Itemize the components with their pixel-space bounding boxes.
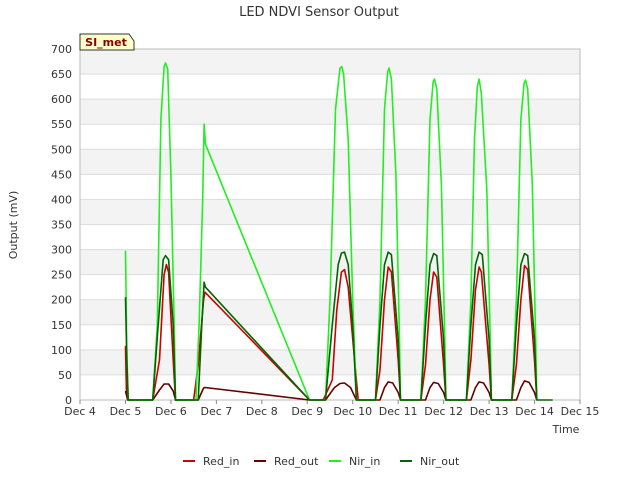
site-badge-label: SI_met (85, 36, 127, 49)
grid-band (80, 249, 580, 275)
x-tick-label: Dec 15 (561, 405, 600, 418)
y-tick-label: 200 (51, 294, 72, 307)
x-tick-label: Dec 10 (333, 405, 372, 418)
x-tick-label: Dec 11 (379, 405, 418, 418)
y-tick-label: 0 (65, 394, 72, 407)
x-tick-label: Dec 13 (470, 405, 509, 418)
y-tick-label: 650 (51, 68, 72, 81)
legend-label: Nir_in (349, 455, 380, 468)
legend-label: Red_out (274, 455, 319, 468)
legend: Red_in Red_out Nir_in Nir_out (183, 455, 460, 468)
x-tick-label: Dec 8 (246, 405, 278, 418)
series-line-nir-out (124, 251, 553, 401)
site-badge: SI_met (79, 33, 135, 51)
y-tick-label: 450 (51, 168, 72, 181)
x-tick-label: Dec 6 (155, 405, 187, 418)
x-tick-label: Dec 5 (110, 405, 142, 418)
y-tick-label: 100 (51, 344, 72, 357)
y-tick-label: 150 (51, 319, 72, 332)
y-tick-label: 350 (51, 219, 72, 232)
y-tick-label: 400 (51, 193, 72, 206)
grid-band (80, 49, 580, 75)
x-tick-label: Dec 4 (64, 405, 96, 418)
y-tick-label: 700 (51, 43, 72, 56)
grid-band (80, 99, 580, 125)
y-tick-label: 250 (51, 269, 72, 282)
y-tick-label: 600 (51, 93, 72, 106)
x-axis-label: Time (552, 423, 580, 436)
legend-label: Red_in (203, 455, 239, 468)
y-axis-label: Output (mV) (7, 191, 20, 260)
x-tick-label: Dec 12 (424, 405, 463, 418)
legend-label: Nir_out (420, 455, 460, 468)
y-tick-label: 300 (51, 244, 72, 257)
y-tick-label: 550 (51, 118, 72, 131)
chart-title: LED NDVI Sensor Output (239, 5, 399, 20)
grid-band (80, 149, 580, 175)
grid-band (80, 199, 580, 225)
y-tick-label: 50 (58, 369, 72, 382)
x-tick-label: Dec 7 (200, 405, 232, 418)
y-tick-label: 500 (51, 143, 72, 156)
x-tick-label: Dec 9 (291, 405, 323, 418)
x-tick-label: Dec 14 (515, 405, 554, 418)
